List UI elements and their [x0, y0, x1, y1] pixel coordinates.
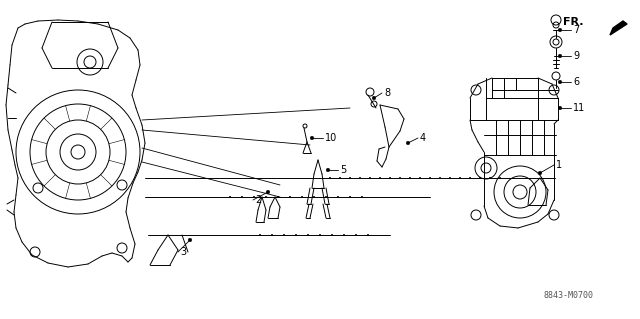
Circle shape — [337, 196, 339, 198]
Circle shape — [369, 177, 371, 179]
Circle shape — [449, 177, 451, 179]
Circle shape — [459, 177, 461, 179]
Circle shape — [367, 234, 369, 236]
Circle shape — [499, 177, 501, 179]
Circle shape — [271, 234, 273, 236]
Text: 8: 8 — [384, 88, 390, 98]
Circle shape — [325, 196, 327, 198]
Text: 1: 1 — [556, 160, 562, 170]
Circle shape — [349, 196, 351, 198]
Circle shape — [489, 177, 491, 179]
Text: 6: 6 — [573, 77, 579, 87]
Circle shape — [406, 141, 410, 145]
Circle shape — [229, 196, 231, 198]
Circle shape — [538, 171, 542, 175]
Text: 7: 7 — [573, 25, 579, 35]
Circle shape — [558, 28, 562, 32]
Text: 4: 4 — [420, 133, 426, 143]
Circle shape — [558, 106, 562, 110]
Circle shape — [479, 177, 481, 179]
Circle shape — [295, 234, 297, 236]
Circle shape — [313, 196, 315, 198]
Circle shape — [558, 54, 562, 58]
Circle shape — [361, 196, 363, 198]
Text: 5: 5 — [340, 165, 346, 175]
Circle shape — [343, 234, 345, 236]
Circle shape — [429, 177, 431, 179]
Circle shape — [331, 234, 333, 236]
Circle shape — [259, 234, 261, 236]
Circle shape — [326, 168, 330, 172]
Circle shape — [329, 177, 331, 179]
Circle shape — [289, 196, 291, 198]
Polygon shape — [610, 21, 627, 35]
Circle shape — [265, 196, 267, 198]
Text: FR.: FR. — [563, 17, 583, 27]
Circle shape — [359, 177, 361, 179]
Text: 10: 10 — [325, 133, 337, 143]
Circle shape — [283, 234, 285, 236]
Circle shape — [339, 177, 341, 179]
Circle shape — [389, 177, 391, 179]
Circle shape — [301, 196, 303, 198]
Circle shape — [372, 96, 376, 100]
Circle shape — [349, 177, 351, 179]
Text: 8843-M0700: 8843-M0700 — [543, 292, 593, 300]
Circle shape — [439, 177, 441, 179]
Circle shape — [379, 177, 381, 179]
Circle shape — [253, 196, 255, 198]
Circle shape — [469, 177, 471, 179]
Circle shape — [409, 177, 411, 179]
Circle shape — [307, 234, 309, 236]
Circle shape — [319, 234, 321, 236]
Circle shape — [266, 190, 270, 194]
Circle shape — [419, 177, 421, 179]
Text: 3: 3 — [180, 247, 186, 257]
Text: 11: 11 — [573, 103, 585, 113]
Circle shape — [188, 238, 192, 242]
Circle shape — [355, 234, 357, 236]
Text: 2: 2 — [255, 195, 261, 205]
Circle shape — [241, 196, 243, 198]
Circle shape — [277, 196, 279, 198]
Text: 9: 9 — [573, 51, 579, 61]
Circle shape — [310, 136, 314, 140]
Circle shape — [558, 80, 562, 84]
Circle shape — [399, 177, 401, 179]
